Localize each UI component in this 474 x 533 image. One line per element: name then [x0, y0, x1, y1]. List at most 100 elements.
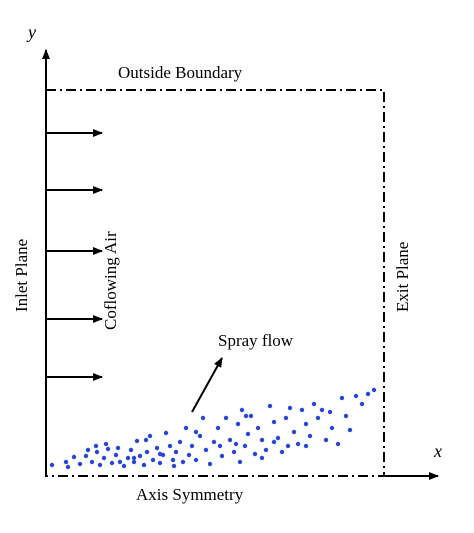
- spray-droplet: [177, 439, 183, 445]
- spray-droplet: [101, 455, 107, 461]
- spray-droplet: [113, 452, 119, 458]
- spray-droplet: [94, 449, 100, 455]
- spray-droplet: [117, 459, 123, 465]
- x-axis-label: x: [433, 441, 442, 461]
- spray-droplet: [115, 445, 121, 451]
- spray-droplet: [65, 464, 71, 470]
- spray-droplet: [327, 409, 333, 415]
- spray-droplet: [215, 425, 221, 431]
- spray-droplet: [93, 443, 99, 449]
- spray-droplet: [252, 451, 258, 457]
- spray-droplet: [131, 455, 137, 461]
- spray-droplet: [275, 435, 281, 441]
- spray-droplet: [303, 421, 309, 427]
- inlet-plane-label: Inlet Plane: [12, 239, 31, 312]
- spray-droplet: [207, 461, 213, 467]
- spray-droplet: [125, 455, 131, 461]
- spray-droplet: [121, 463, 127, 469]
- spray-droplet: [359, 401, 365, 407]
- spray-droplet: [237, 459, 243, 465]
- spray-droplet: [189, 443, 195, 449]
- spray-droplet: [109, 460, 115, 466]
- spray-droplet: [371, 387, 377, 393]
- spray-droplet: [83, 453, 89, 459]
- spray-droplet: [243, 413, 249, 419]
- spray-droplet: [103, 441, 109, 447]
- spray-droplet: [217, 443, 223, 449]
- spray-droplet: [137, 453, 143, 459]
- spray-droplet: [211, 439, 217, 445]
- spray-droplet: [200, 415, 206, 421]
- spray-droplet: [143, 437, 149, 443]
- spray-droplets: [49, 387, 377, 470]
- spray-droplet: [343, 413, 349, 419]
- spray-droplet: [323, 437, 329, 443]
- spray-droplet: [141, 462, 147, 468]
- spray-droplet: [85, 447, 91, 453]
- spray-droplet: [197, 433, 203, 439]
- spray-droplet: [154, 445, 160, 451]
- spray-droplet: [267, 403, 273, 409]
- spray-droplet: [71, 454, 77, 460]
- spray-droplet: [339, 395, 345, 401]
- spray-droplet: [167, 443, 173, 449]
- spray-droplet: [311, 401, 317, 407]
- spray-droplet: [263, 447, 269, 453]
- spray-droplet: [193, 429, 199, 435]
- spray-droplet: [150, 457, 156, 463]
- spray-flow-label: Spray flow: [218, 331, 294, 350]
- spray-droplet: [245, 431, 251, 437]
- spray-droplet: [180, 459, 186, 465]
- spray-droplet: [353, 393, 359, 399]
- spray-droplet: [77, 461, 83, 467]
- spray-droplet: [295, 441, 301, 447]
- spray-droplet: [271, 419, 277, 425]
- spray-droplet: [89, 459, 95, 465]
- spray-droplet: [203, 447, 209, 453]
- spray-droplet: [335, 441, 341, 447]
- spray-droplet: [131, 459, 137, 465]
- spray-droplet: [271, 439, 277, 445]
- spray-droplet: [186, 452, 192, 458]
- coflowing-air-label: Coflowing Air: [101, 231, 120, 330]
- spray-droplet: [173, 449, 179, 455]
- spray-droplet: [259, 455, 265, 461]
- spray-droplet: [365, 391, 371, 397]
- spray-droplet: [299, 407, 305, 413]
- spray-droplet: [242, 443, 248, 449]
- spray-droplet: [303, 443, 309, 449]
- spray-droplet: [134, 438, 140, 444]
- axis-symmetry-label: Axis Symmetry: [136, 485, 244, 504]
- outside-boundary-label: Outside Boundary: [118, 63, 243, 82]
- spray-droplet: [279, 449, 285, 455]
- spray-droplet: [157, 460, 163, 466]
- spray-droplet: [144, 449, 150, 455]
- spray-droplet: [63, 459, 69, 465]
- spray-droplet: [105, 446, 111, 452]
- spray-droplet: [235, 421, 241, 427]
- spray-droplet: [128, 447, 134, 453]
- spray-droplet: [147, 433, 153, 439]
- spray-droplet: [227, 437, 233, 443]
- y-axis-label: y: [26, 22, 36, 42]
- spray-flow-arrow: [191, 357, 223, 413]
- spray-droplet: [319, 407, 325, 413]
- exit-plane-label: Exit Plane: [393, 242, 412, 312]
- spray-droplet: [347, 427, 353, 433]
- spray-droplet: [255, 425, 261, 431]
- spray-droplet: [291, 429, 297, 435]
- spray-droplet: [193, 457, 199, 463]
- spray-droplet: [307, 433, 313, 439]
- spray-droplet: [163, 430, 169, 436]
- spray-droplet: [259, 437, 265, 443]
- spray-droplet: [248, 413, 254, 419]
- spray-droplet: [283, 415, 289, 421]
- spray-droplet: [287, 405, 293, 411]
- spray-droplet: [239, 407, 245, 413]
- spray-droplet: [219, 453, 225, 459]
- spray-droplet: [285, 443, 291, 449]
- spray-droplet: [171, 463, 177, 469]
- spray-droplet: [183, 425, 189, 431]
- spray-droplet: [157, 451, 163, 457]
